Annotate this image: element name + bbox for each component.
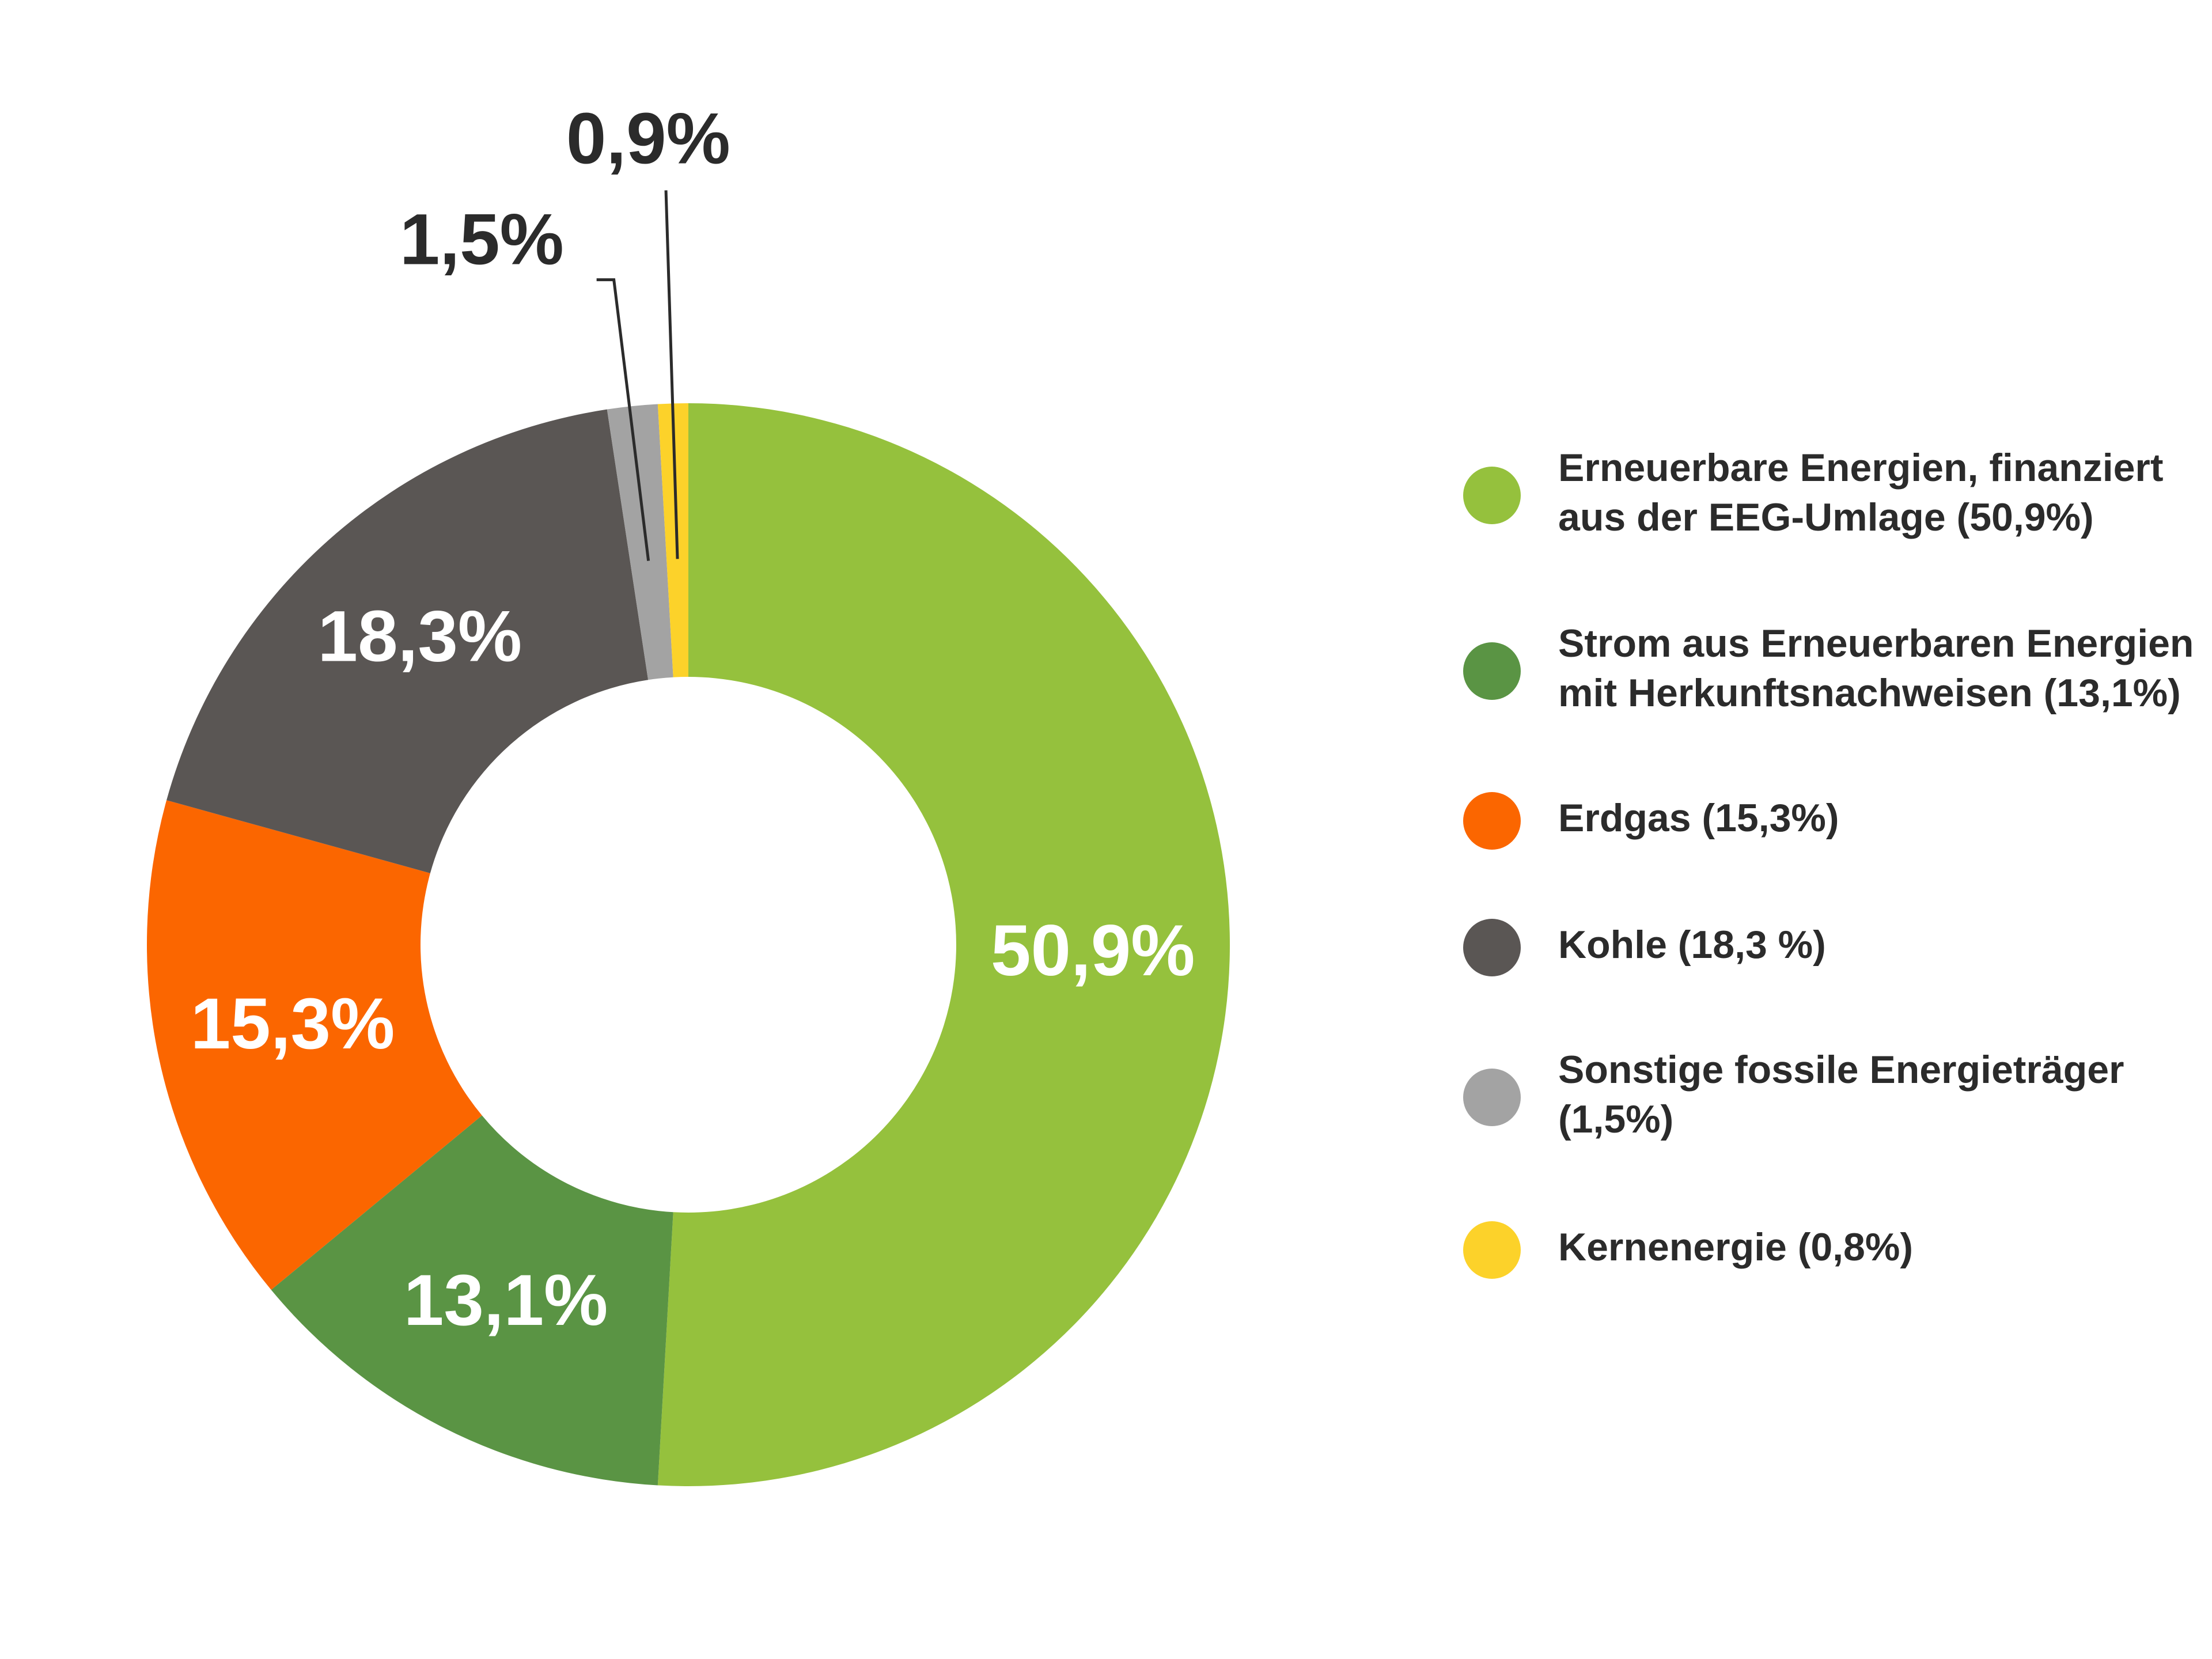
slice-label-4: 1,5% xyxy=(400,200,564,280)
slice-0 xyxy=(657,403,1230,1486)
slice-label-3: 18,3% xyxy=(318,597,522,677)
leader-lines xyxy=(596,190,679,561)
slice-label-0: 50,9% xyxy=(991,911,1195,991)
legend-label-0-line-1: aus der EEG-Umlage (50,9%) xyxy=(1558,495,2094,539)
slice-4 xyxy=(607,404,673,680)
leader-line-4 xyxy=(596,278,650,561)
legend-swatch-2 xyxy=(1463,792,1521,850)
legend-label-3-line-0: Kohle (18,3 %) xyxy=(1558,923,1826,967)
legend-label-4-line-0: Sonstige fossile Energieträger xyxy=(1558,1048,2124,1092)
legend-label-1-line-0: Strom aus Erneuerbaren Energien xyxy=(1558,622,2194,665)
donut-slices xyxy=(147,403,1230,1486)
slice-5 xyxy=(657,403,688,677)
legend-label-5-line-0: Kernenergie (0,8%) xyxy=(1558,1225,1913,1269)
legend-swatch-4 xyxy=(1463,1069,1521,1126)
slice-3 xyxy=(166,409,649,873)
slice-label-5: 0,9% xyxy=(566,99,730,179)
slice-2 xyxy=(147,800,482,1290)
slice-labels: 50,9% 13,1% 15,3% 18,3% 1,5%0,9% xyxy=(191,99,1195,1340)
leader-line-5 xyxy=(664,190,679,559)
legend-swatch-0 xyxy=(1463,467,1521,524)
slice-label-2: 15,3% xyxy=(191,984,395,1064)
legend-label-0-line-0: Erneuerbare Energien, finanziert xyxy=(1558,446,2164,490)
legend-swatch-1 xyxy=(1463,642,1521,700)
legend-label-4-line-1: (1,5%) xyxy=(1558,1097,1673,1141)
legend: Erneuerbare Energien, finanziert aus der … xyxy=(1463,446,2194,1279)
legend-swatch-3 xyxy=(1463,919,1521,976)
legend-swatch-5 xyxy=(1463,1221,1521,1279)
slice-label-1: 13,1% xyxy=(404,1260,608,1340)
slice-1 xyxy=(271,1115,673,1486)
legend-label-1-line-1: mit Herkunftsnachweisen (13,1%) xyxy=(1558,671,2181,715)
legend-label-2-line-0: Erdgas (15,3%) xyxy=(1558,796,1839,840)
